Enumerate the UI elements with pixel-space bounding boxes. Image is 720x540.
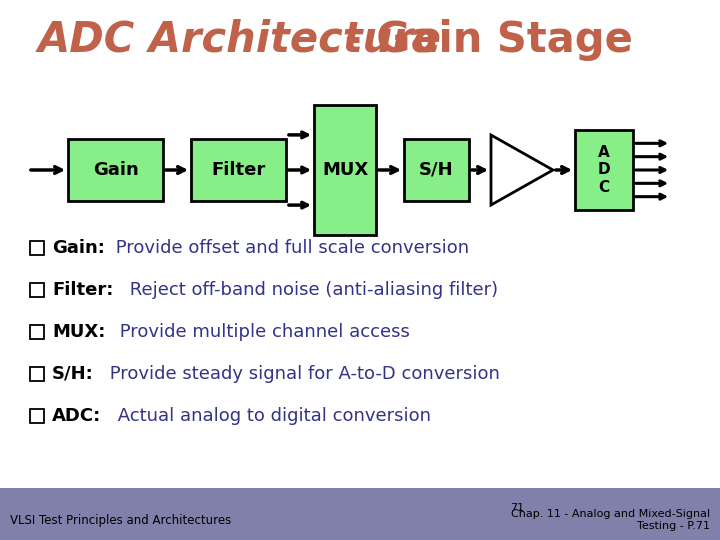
Bar	[314, 105, 376, 235]
Text: - Gain Stage: - Gain Stage	[330, 19, 633, 61]
Text: Actual analog to digital conversion: Actual analog to digital conversion	[112, 407, 431, 425]
Text: A
D
C: A D C	[598, 145, 611, 195]
Text: Gain: Gain	[93, 161, 138, 179]
Text: Filter: Filter	[212, 161, 266, 179]
Text: Provide offset and full scale conversion: Provide offset and full scale conversion	[110, 239, 469, 257]
Text: Filter:: Filter:	[52, 281, 113, 299]
Text: MUX: MUX	[322, 161, 368, 179]
Bar	[0, 488, 720, 540]
Bar	[404, 139, 469, 201]
Bar	[30, 283, 44, 297]
Text: MUX:: MUX:	[52, 323, 105, 341]
Bar	[30, 409, 44, 423]
Text: Provide multiple channel access: Provide multiple channel access	[114, 323, 410, 341]
Text: 71: 71	[510, 503, 524, 513]
Text: Provide steady signal for A-to-D conversion: Provide steady signal for A-to-D convers…	[104, 365, 500, 383]
Text: S/H:: S/H:	[52, 365, 94, 383]
Text: Chap. 11 - Analog and Mixed-Signal
Testing - P.71: Chap. 11 - Analog and Mixed-Signal Testi…	[511, 509, 710, 531]
Bar	[68, 139, 163, 201]
Text: S/H: S/H	[419, 161, 454, 179]
Text: ADC:: ADC:	[52, 407, 102, 425]
Polygon shape	[491, 135, 553, 205]
Text: ADC Architecture: ADC Architecture	[38, 19, 442, 61]
Text: Reject off-band noise (anti-aliasing filter): Reject off-band noise (anti-aliasing fil…	[124, 281, 498, 299]
Bar	[575, 130, 633, 210]
Text: VLSI Test Principles and Architectures: VLSI Test Principles and Architectures	[10, 514, 231, 526]
Text: Gain:: Gain:	[52, 239, 105, 257]
Bar	[191, 139, 286, 201]
Bar	[30, 241, 44, 255]
Bar	[30, 325, 44, 339]
Bar	[30, 367, 44, 381]
